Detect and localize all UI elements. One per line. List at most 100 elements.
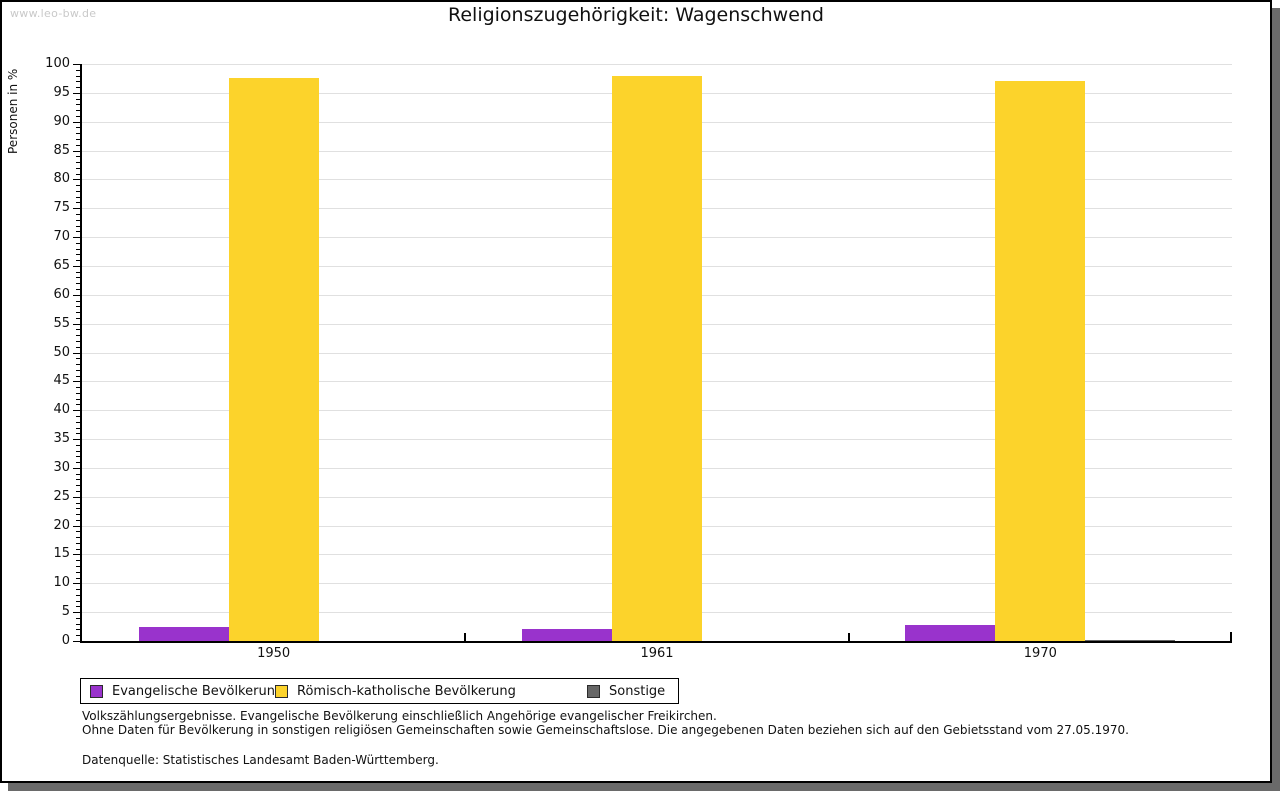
data-source: Datenquelle: Statistisches Landesamt Bad…	[82, 753, 439, 767]
legend-label: Evangelische Bevölkerung	[112, 683, 284, 699]
y-minor-tick	[76, 306, 80, 308]
y-minor-tick	[76, 519, 80, 521]
footnote-line: Volkszählungsergebnisse. Evangelische Be…	[82, 709, 717, 723]
y-minor-tick	[76, 231, 80, 233]
y-major-tick	[73, 410, 80, 412]
y-minor-tick	[76, 162, 80, 164]
y-tick-label: 45	[53, 373, 70, 389]
y-major-tick	[73, 612, 80, 614]
category-boundary-tick	[847, 633, 850, 641]
y-minor-tick	[76, 415, 80, 417]
y-tick-label: 80	[53, 171, 70, 187]
bar-evangelische-bev-lkerung-1950	[138, 626, 229, 641]
y-major-tick	[73, 179, 80, 181]
legend: Evangelische Bevölkerung Römisch-katholis…	[80, 678, 679, 704]
y-minor-tick	[76, 190, 80, 192]
y-major-tick	[73, 496, 80, 498]
y-minor-tick	[76, 392, 80, 394]
y-minor-tick	[76, 317, 80, 319]
y-minor-tick	[76, 260, 80, 262]
y-major-tick	[73, 121, 80, 123]
y-minor-tick	[76, 531, 80, 533]
y-minor-tick	[76, 340, 80, 342]
y-major-tick	[73, 237, 80, 239]
y-major-tick	[73, 208, 80, 210]
y-tick-label: 65	[53, 257, 70, 273]
y-tick-label: 60	[53, 286, 70, 302]
y-minor-tick	[76, 485, 80, 487]
y-minor-tick	[76, 104, 80, 106]
legend-label: Römisch-katholische Bevölkerung	[297, 683, 516, 699]
y-major-tick	[73, 265, 80, 267]
x-tick-label: 1950	[257, 646, 291, 661]
y-minor-tick	[76, 167, 80, 169]
y-minor-tick	[76, 502, 80, 504]
y-major-tick	[73, 150, 80, 152]
y-minor-tick	[76, 202, 80, 204]
y-major-tick	[73, 92, 80, 94]
y-minor-tick	[76, 329, 80, 331]
bar-evangelische-bev-lkerung-1970	[905, 625, 996, 641]
y-tick-label: 10	[53, 575, 70, 591]
y-tick-label: 25	[53, 488, 70, 504]
y-minor-tick	[76, 427, 80, 429]
y-minor-tick	[76, 606, 80, 608]
y-minor-tick	[76, 571, 80, 573]
axis-end-tick	[1230, 632, 1232, 641]
y-minor-tick	[76, 69, 80, 71]
y-minor-tick	[76, 115, 80, 117]
y-minor-tick	[76, 277, 80, 279]
y-minor-tick	[76, 312, 80, 314]
y-major-tick	[73, 583, 80, 585]
y-minor-tick	[76, 421, 80, 423]
y-tick-label: 90	[53, 113, 70, 129]
y-minor-tick	[76, 87, 80, 89]
y-major-tick	[73, 641, 80, 642]
y-minor-tick	[76, 508, 80, 510]
y-minor-tick	[76, 560, 80, 562]
y-minor-tick	[76, 242, 80, 244]
y-tick-label: 20	[53, 517, 70, 533]
y-minor-tick	[76, 398, 80, 400]
y-minor-tick	[76, 98, 80, 100]
y-minor-tick	[76, 617, 80, 619]
legend-swatch-icon	[587, 684, 600, 698]
legend-item: Sonstige	[587, 679, 665, 703]
y-tick-label: 55	[53, 315, 70, 331]
y-minor-tick	[76, 565, 80, 567]
x-tick-label: 1961	[640, 646, 674, 661]
y-minor-tick	[76, 110, 80, 112]
legend-item: Evangelische Bevölkerung	[90, 679, 283, 703]
plot-area: 0 5 10 15 20 25 30 35 40 45 50 55 60 65 70 75 80 85 90 95 10…	[2, 2, 1270, 781]
y-minor-tick	[76, 433, 80, 435]
y-tick-label: 95	[53, 84, 70, 100]
y-major-tick	[73, 64, 80, 65]
y-tick-label: 85	[53, 142, 70, 158]
bar-r-misch-katholische-bev-lkerung-1970	[995, 80, 1086, 641]
y-major-tick	[73, 554, 80, 556]
y-tick-label: 5	[61, 604, 70, 620]
y-minor-tick	[76, 629, 80, 631]
legend-swatch-icon	[275, 684, 288, 698]
y-minor-tick	[76, 300, 80, 302]
y-minor-tick	[76, 589, 80, 591]
y-minor-tick	[76, 456, 80, 458]
legend-item: Römisch-katholische Bevölkerung	[275, 679, 516, 703]
y-minor-tick	[76, 514, 80, 516]
y-minor-tick	[76, 196, 80, 198]
y-minor-tick	[76, 271, 80, 273]
footnotes: Volkszählungsergebnisse. Evangelische Be…	[82, 709, 1129, 767]
y-tick-label: 100	[45, 56, 70, 71]
y-axis-line	[80, 64, 82, 643]
y-minor-tick	[76, 375, 80, 377]
y-minor-tick	[76, 133, 80, 135]
y-major-tick	[73, 294, 80, 296]
y-minor-tick	[76, 462, 80, 464]
y-minor-tick	[76, 600, 80, 602]
y-minor-tick	[76, 214, 80, 216]
y-tick-label: 70	[53, 229, 70, 245]
y-minor-tick	[76, 254, 80, 256]
y-minor-tick	[76, 635, 80, 637]
bar-sonstige-1970	[1085, 639, 1176, 641]
y-tick-label: 30	[53, 459, 70, 475]
